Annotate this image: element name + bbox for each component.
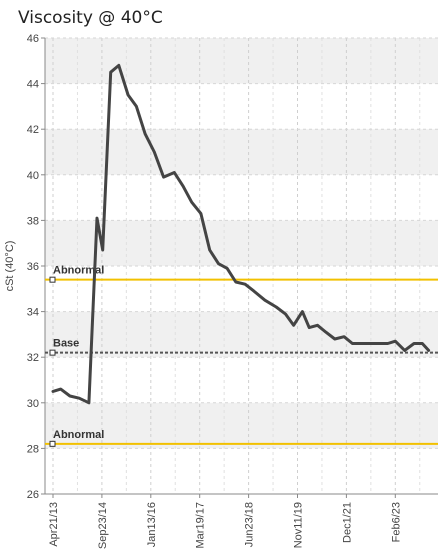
- y-tick-label: 40: [27, 170, 39, 182]
- x-tick-label: Nov11/19: [293, 502, 305, 548]
- x-tick-label: Jun23/18: [244, 502, 256, 547]
- y-tick-label: 38: [27, 215, 39, 227]
- plot-band: [45, 220, 438, 266]
- y-tick-label: 34: [27, 307, 39, 319]
- x-axis-ticks: Apr21/13 Sep23/14 Jan13/16 Mar19/17 Jun23/18…: [48, 494, 402, 549]
- x-tick-label: Dec1/21: [341, 502, 353, 543]
- plot-bands: [45, 38, 438, 449]
- reference-label: Base: [53, 338, 79, 350]
- plot-band: [45, 129, 438, 175]
- plot-band: [45, 402, 438, 449]
- reference-marker: [49, 349, 56, 356]
- x-tick-label: Feb6/23: [390, 502, 402, 542]
- series-line: [51, 63, 431, 405]
- series-group: [51, 63, 431, 405]
- x-tick-label: Sep23/14: [97, 502, 109, 549]
- y-axis-label: cSt (40°C): [4, 241, 16, 292]
- y-tick-label: 44: [27, 79, 39, 91]
- reference-lines: Abnormal Base Abnormal: [45, 265, 438, 447]
- y-tick-label: 36: [27, 261, 39, 273]
- chart-title: Viscosity @ 40°C: [18, 8, 163, 28]
- y-tick-label: 30: [27, 398, 39, 410]
- y-axis-ticks: 26 28 30 32 34 36 38 40 42 44 46: [27, 33, 45, 501]
- plot-band: [45, 38, 438, 84]
- y-tick-label: 32: [27, 352, 39, 364]
- y-tick-label: 26: [27, 489, 39, 501]
- y-tick-label: 42: [27, 124, 39, 136]
- y-tick-label: 46: [27, 33, 39, 45]
- reference-marker: [49, 276, 56, 283]
- x-tick-label: Jan13/16: [146, 502, 158, 547]
- y-tick-label: 28: [27, 443, 39, 455]
- reference-marker: [49, 440, 56, 447]
- reference-label: Abnormal: [53, 265, 104, 277]
- reference-label: Abnormal: [53, 429, 104, 441]
- plot-band: [45, 311, 438, 358]
- x-tick-label: Mar19/17: [195, 502, 207, 548]
- x-tick-label: Apr21/13: [48, 502, 60, 547]
